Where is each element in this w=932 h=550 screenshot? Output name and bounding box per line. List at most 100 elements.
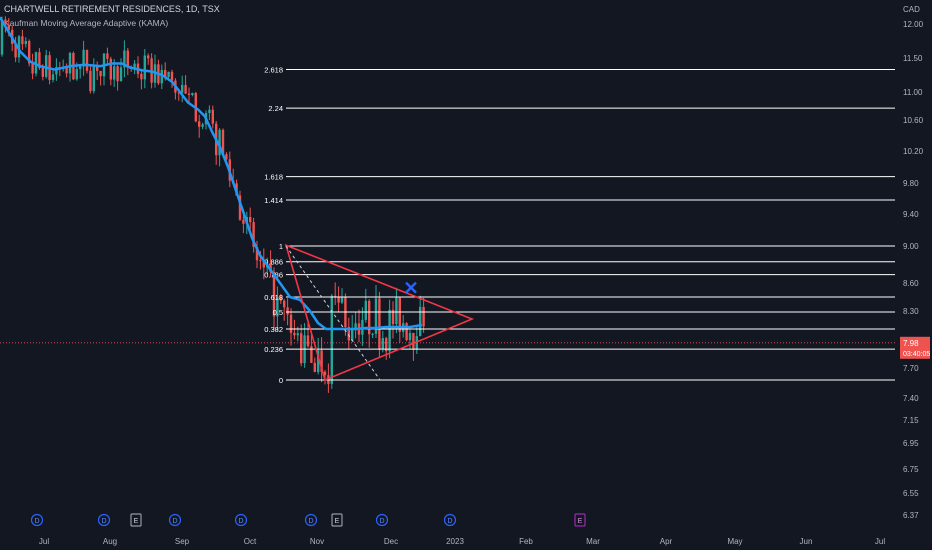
candle-body [351, 328, 354, 341]
triangle-pattern [284, 243, 475, 382]
candle-body [14, 43, 17, 58]
candle-body [347, 326, 350, 341]
candle-body [422, 306, 425, 327]
candle-body [177, 92, 180, 94]
candle-body [198, 121, 201, 127]
candle-body [34, 52, 38, 74]
candle-body [398, 297, 401, 332]
candle-body [123, 50, 126, 68]
y-tick-label: 8.30 [903, 307, 919, 316]
fib-label: 0.886 [264, 258, 283, 267]
candle-body [225, 154, 228, 160]
y-tick-label: 6.75 [903, 465, 919, 474]
candle-body [147, 55, 150, 59]
candle-body [143, 55, 146, 80]
candle-body [242, 219, 245, 224]
candle-body [371, 333, 374, 335]
y-tick-label: 9.40 [903, 210, 919, 219]
candle-body [113, 66, 116, 80]
x-tick-label: Jul [39, 537, 49, 546]
y-tick-label: 9.80 [903, 179, 919, 188]
y-tick-label: 6.95 [903, 439, 919, 448]
candle-body [323, 371, 327, 376]
candle-body [181, 84, 184, 93]
candle-body [276, 296, 279, 317]
upcoming-earnings-marker-icon [574, 513, 586, 527]
candle-body [7, 24, 10, 30]
candle-body [17, 36, 21, 58]
dividend-marker-icon [30, 513, 44, 527]
y-tick-label: 8.60 [903, 279, 919, 288]
candles [0, 16, 425, 393]
candle-body [96, 65, 99, 71]
fib-levels: 2.6182.241.6181.41410.8860.7860.6180.50.… [264, 66, 895, 385]
candle-body [126, 50, 129, 68]
candle-body [82, 49, 85, 67]
x-tick-label: May [727, 537, 742, 546]
dividend-marker-icon [443, 513, 457, 527]
dividend-marker-icon [304, 513, 318, 527]
y-axis: CAD 12.00 11.50 11.00 10.60 10.20 9.80 9.40 9.00… [900, 5, 930, 520]
candle-body [395, 297, 398, 325]
currency-label: CAD [903, 5, 920, 14]
fib-label: 0.236 [264, 345, 283, 354]
candle-body [378, 298, 381, 350]
y-tick-label: 11.00 [903, 88, 923, 97]
x-tick-label: 2023 [446, 537, 464, 546]
x-tick-label: Jun [800, 537, 813, 546]
candle-body [99, 70, 102, 77]
candle-body [109, 58, 112, 80]
x-tick-label: Dec [384, 537, 398, 546]
y-tick-label: 6.55 [903, 489, 919, 498]
candle-body [106, 53, 109, 59]
candle-body [262, 260, 265, 268]
earnings-marker-label: E [335, 518, 340, 525]
dividend-marker-icon [97, 513, 111, 527]
candle-body [306, 335, 310, 347]
kama-line [0, 16, 423, 331]
x-mark-icon [405, 281, 417, 294]
candle-body [187, 93, 191, 95]
candle-body [191, 93, 194, 95]
candle-body [272, 272, 276, 317]
dividend-marker-label: D [379, 518, 384, 525]
candle-body [170, 71, 174, 81]
candle-body [85, 49, 89, 71]
candle-body [89, 70, 92, 92]
candle-body [75, 69, 78, 80]
fib-label: 1 [279, 242, 283, 251]
candle-body [293, 332, 296, 336]
x-tick-label: Apr [660, 537, 673, 546]
candle-body [79, 66, 82, 70]
candle-body [405, 323, 408, 341]
fib-label: 0 [279, 376, 283, 385]
dividend-marker-icon [375, 513, 389, 527]
candle-body [313, 362, 316, 372]
candle-body [201, 124, 204, 127]
candle-body [381, 338, 384, 350]
candle-body [24, 41, 27, 45]
candle-body [238, 195, 242, 220]
candle-body [140, 73, 143, 80]
candle-body [160, 69, 163, 84]
x-tick-label: Feb [519, 537, 533, 546]
candle-body [167, 71, 170, 77]
candle-body [259, 260, 262, 262]
candle-body [41, 67, 44, 77]
fib-label: 0.382 [264, 325, 283, 334]
candle-body [184, 84, 187, 94]
candle-body [374, 298, 378, 334]
y-tick-label: 7.40 [903, 394, 919, 403]
dividend-marker-label: D [308, 518, 313, 525]
fib-label: 2.618 [264, 66, 283, 75]
indicator-legend: Kaufman Moving Average Adaptive (KAMA) [4, 18, 169, 28]
x-tick-label: Aug [103, 537, 117, 546]
candle-body [391, 309, 395, 325]
candle-body [249, 216, 252, 223]
candle-body [412, 332, 415, 350]
y-tick-label: 10.60 [903, 116, 924, 125]
candle-body [116, 66, 119, 82]
fib-label: 1.414 [264, 196, 283, 205]
